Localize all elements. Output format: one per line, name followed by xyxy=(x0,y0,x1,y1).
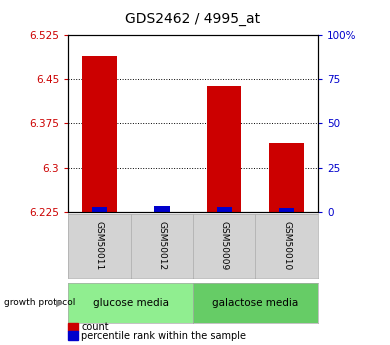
Text: percentile rank within the sample: percentile rank within the sample xyxy=(81,331,246,341)
Text: growth protocol: growth protocol xyxy=(4,298,75,307)
Text: glucose media: glucose media xyxy=(93,298,168,308)
Text: GDS2462 / 4995_at: GDS2462 / 4995_at xyxy=(126,12,261,26)
Text: GSM50010: GSM50010 xyxy=(282,221,291,270)
Bar xyxy=(279,208,294,212)
Bar xyxy=(154,206,170,212)
Bar xyxy=(145,211,179,212)
Bar xyxy=(216,207,232,212)
Bar xyxy=(92,207,107,212)
Text: count: count xyxy=(81,322,109,332)
Text: GSM50009: GSM50009 xyxy=(220,221,229,270)
Bar xyxy=(269,143,304,212)
Bar xyxy=(82,56,117,212)
Text: GSM50011: GSM50011 xyxy=(95,221,104,270)
Text: ▶: ▶ xyxy=(56,298,64,308)
Text: GSM50012: GSM50012 xyxy=(157,221,167,270)
Bar xyxy=(207,86,241,212)
Text: galactose media: galactose media xyxy=(212,298,299,308)
